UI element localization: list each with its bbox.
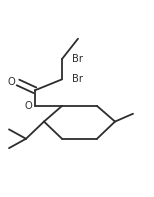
- Text: Br: Br: [73, 74, 83, 84]
- Text: O: O: [24, 101, 32, 111]
- Text: O: O: [7, 77, 15, 87]
- Text: Br: Br: [73, 54, 83, 64]
